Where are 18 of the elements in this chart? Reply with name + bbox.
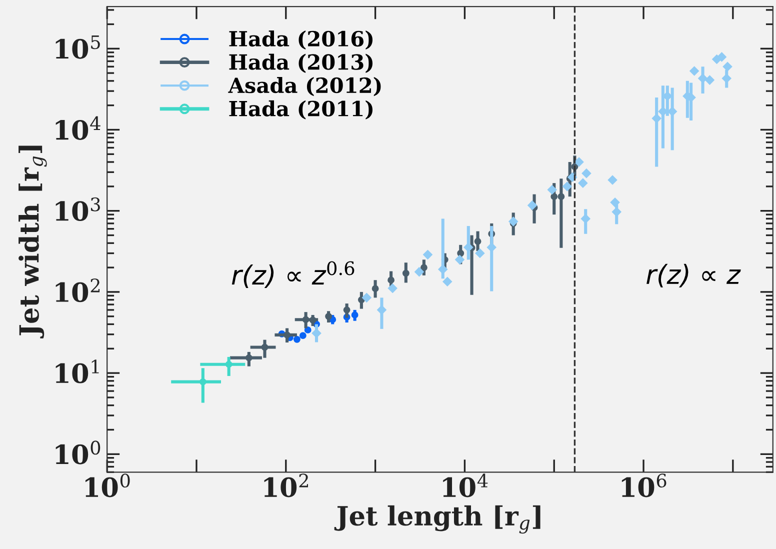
annotation: r(z) ∝ z (646, 264, 741, 288)
annotation: r(z) ∝ z$^{0.6}$ (232, 261, 354, 288)
y-tick-label: 10$^{1}$ (56, 360, 99, 384)
x-axis-title: Jet length [r$_{g}$] (334, 505, 540, 534)
legend-label: Hada (2013) (229, 54, 373, 73)
x-tick-label: 10$^{2}$ (264, 474, 308, 498)
x-tick-label: 10$^{6}$ (622, 474, 666, 498)
legend-label: Hada (2011) (229, 100, 373, 120)
y-tick-label: 10$^{3}$ (56, 197, 100, 222)
y-tick-label: 10$^{5}$ (56, 35, 100, 59)
x-tick-label: 10$^{4}$ (443, 474, 488, 498)
y-axis-title: Jet width [r$_{g}$] (18, 146, 47, 338)
legend-label: Asada (2012) (228, 77, 381, 96)
x-tick-label: 10$^{0}$ (86, 474, 130, 498)
legend-label: Hada (2016) (229, 30, 373, 50)
y-tick-label: 10$^{0}$ (56, 440, 100, 464)
y-tick-label: 10$^{2}$ (56, 278, 100, 302)
y-tick-label: 10$^{4}$ (56, 116, 100, 140)
